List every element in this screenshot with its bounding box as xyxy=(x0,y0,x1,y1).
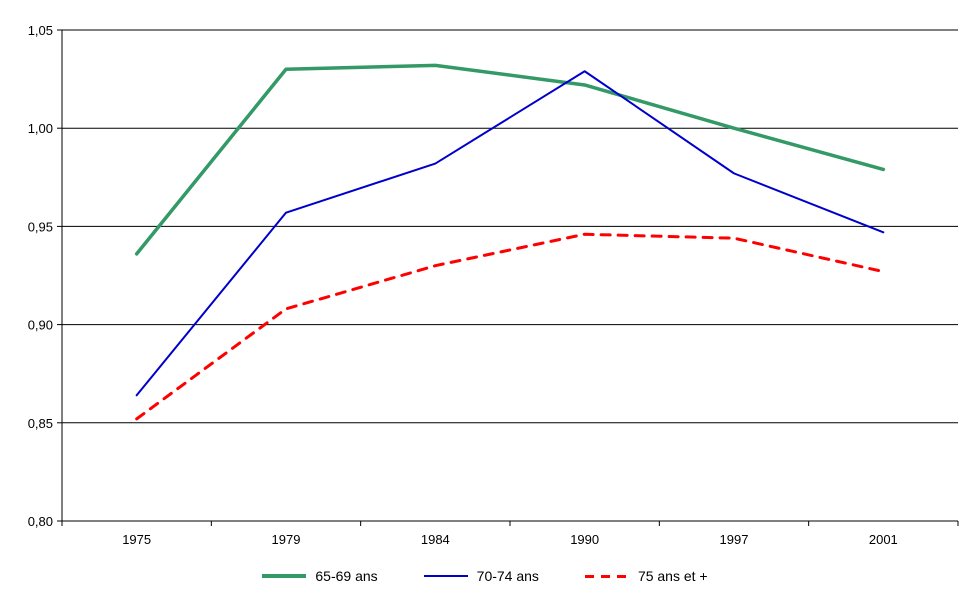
legend-label-70-74-ans: 70-74 ans xyxy=(476,568,539,584)
series-line-70-74-ans xyxy=(135,70,885,397)
y-tick-label: 1,05 xyxy=(28,23,53,38)
y-tick-label: 1,00 xyxy=(28,121,53,136)
legend-label-75-ans-et-plus: 75 ans et + xyxy=(637,568,708,584)
y-tick-label: 0,80 xyxy=(28,514,53,529)
x-tick-label: 2001 xyxy=(869,532,898,547)
y-tick-label: 0,90 xyxy=(28,318,53,333)
series-line-65-69-ans xyxy=(134,63,886,256)
chart-legend: 65-69 ans 70-74 ans 75 ans et + xyxy=(0,568,970,584)
x-tick-label: 1997 xyxy=(720,532,749,547)
legend-swatch-70-74-ans xyxy=(423,575,468,577)
legend-item-75-ans-et-plus: 75 ans et + xyxy=(584,568,708,584)
x-tick-label: 1979 xyxy=(272,532,301,547)
legend-swatch-75-ans-et-plus xyxy=(584,574,629,578)
y-tick-label: 0,95 xyxy=(28,219,53,234)
legend-item-70-74-ans: 70-74 ans xyxy=(423,568,539,584)
x-tick-label: 1975 xyxy=(122,532,151,547)
x-tick-label: 1984 xyxy=(421,532,450,547)
legend-label-65-69-ans: 65-69 ans xyxy=(315,568,378,584)
line-chart-svg: 0,80 0,85 0,90 0,95 1,00 1,05 1975 1979 1984 1990… xyxy=(28,23,959,547)
y-tick-label: 0,85 xyxy=(28,416,53,431)
legend-swatch-65-69-ans xyxy=(262,574,307,578)
legend-item-65-69-ans: 65-69 ans xyxy=(262,568,378,584)
x-tick-label: 1990 xyxy=(570,532,599,547)
series-line-75-ans-et- xyxy=(135,232,885,421)
